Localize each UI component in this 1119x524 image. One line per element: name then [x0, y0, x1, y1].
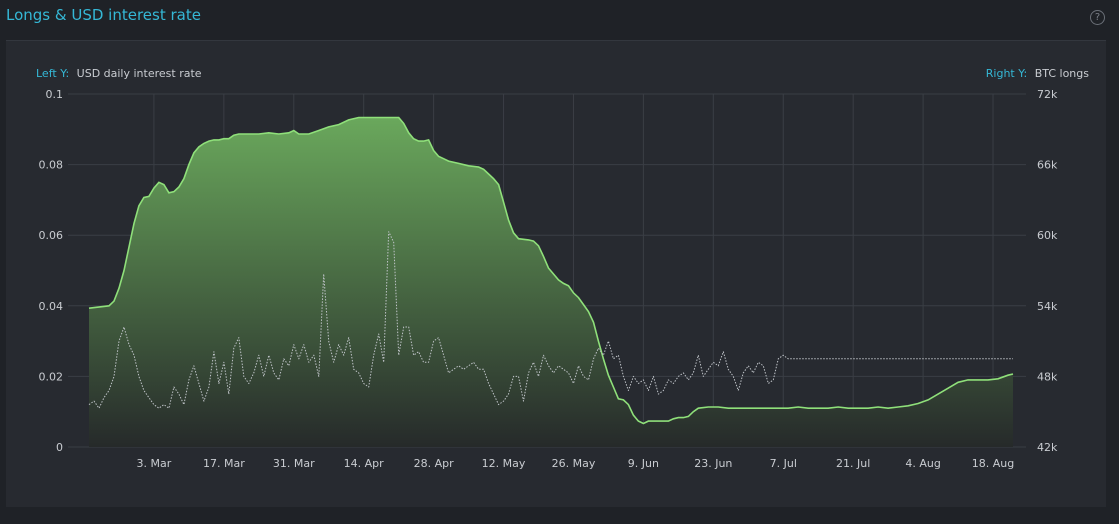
question-circle-icon[interactable]: ?: [1090, 10, 1105, 25]
left-axis-ticks: 0.1 0.08 0.06 0.04 0.02 0: [39, 88, 64, 454]
right-axis-ticks: 72k 66k 60k 54k 48k 42k: [1037, 88, 1058, 454]
left-tick-label: 0.02: [39, 370, 64, 383]
left-tick-label: 0.1: [46, 88, 64, 101]
series-layer: [88, 116, 1014, 447]
x-tick-label: 17. Mar: [203, 457, 245, 470]
panel-header: Longs & USD interest rate ?: [0, 0, 1119, 34]
btc-longs-line: [88, 116, 1014, 425]
chart-card: Left Y: USD daily interest rate Right Y:…: [6, 40, 1106, 507]
x-tick-label: 7. Jul: [770, 457, 797, 470]
right-axis-caption: Right Y: BTC longs: [986, 67, 1089, 80]
x-tick-label: 31. Mar: [273, 457, 315, 470]
left-tick-label: 0: [56, 441, 63, 454]
right-tick-label: 72k: [1037, 88, 1058, 101]
panel-title: Longs & USD interest rate: [6, 6, 201, 24]
btc-longs-area: [89, 117, 1013, 447]
x-tick-label: 4. Aug: [905, 457, 940, 470]
right-tick-label: 66k: [1037, 159, 1058, 172]
chart[interactable]: Left Y: USD daily interest rate Right Y:…: [6, 41, 1106, 507]
x-tick-label: 12. May: [482, 457, 526, 470]
x-tick-label: 9. Jun: [628, 457, 659, 470]
x-tick-label: 26. May: [552, 457, 596, 470]
x-tick-label: 14. Apr: [344, 457, 384, 470]
right-axis-label: BTC longs: [1035, 67, 1090, 80]
left-axis-caption: Left Y: USD daily interest rate: [36, 67, 202, 80]
x-tick-label: 21. Jul: [836, 457, 870, 470]
left-tick-label: 0.08: [39, 159, 64, 172]
x-axis-ticks: 3. Mar 17. Mar 31. Mar 14. Apr 28. Apr 12. Ma…: [137, 457, 1015, 470]
x-tick-label: 23. Jun: [694, 457, 732, 470]
right-axis-prefix: Right Y:: [986, 67, 1027, 80]
right-tick-label: 42k: [1037, 441, 1058, 454]
left-axis-prefix: Left Y:: [36, 67, 69, 80]
x-tick-label: 3. Mar: [137, 457, 172, 470]
x-tick-label: 18. Aug: [972, 457, 1014, 470]
usd-rate-line: [88, 231, 1013, 409]
left-tick-label: 0.06: [39, 229, 64, 242]
left-tick-label: 0.04: [39, 300, 64, 313]
right-tick-label: 60k: [1037, 229, 1058, 242]
left-axis-label: USD daily interest rate: [77, 67, 202, 80]
right-tick-label: 48k: [1037, 370, 1058, 383]
right-tick-label: 54k: [1037, 300, 1058, 313]
x-tick-label: 28. Apr: [414, 457, 454, 470]
